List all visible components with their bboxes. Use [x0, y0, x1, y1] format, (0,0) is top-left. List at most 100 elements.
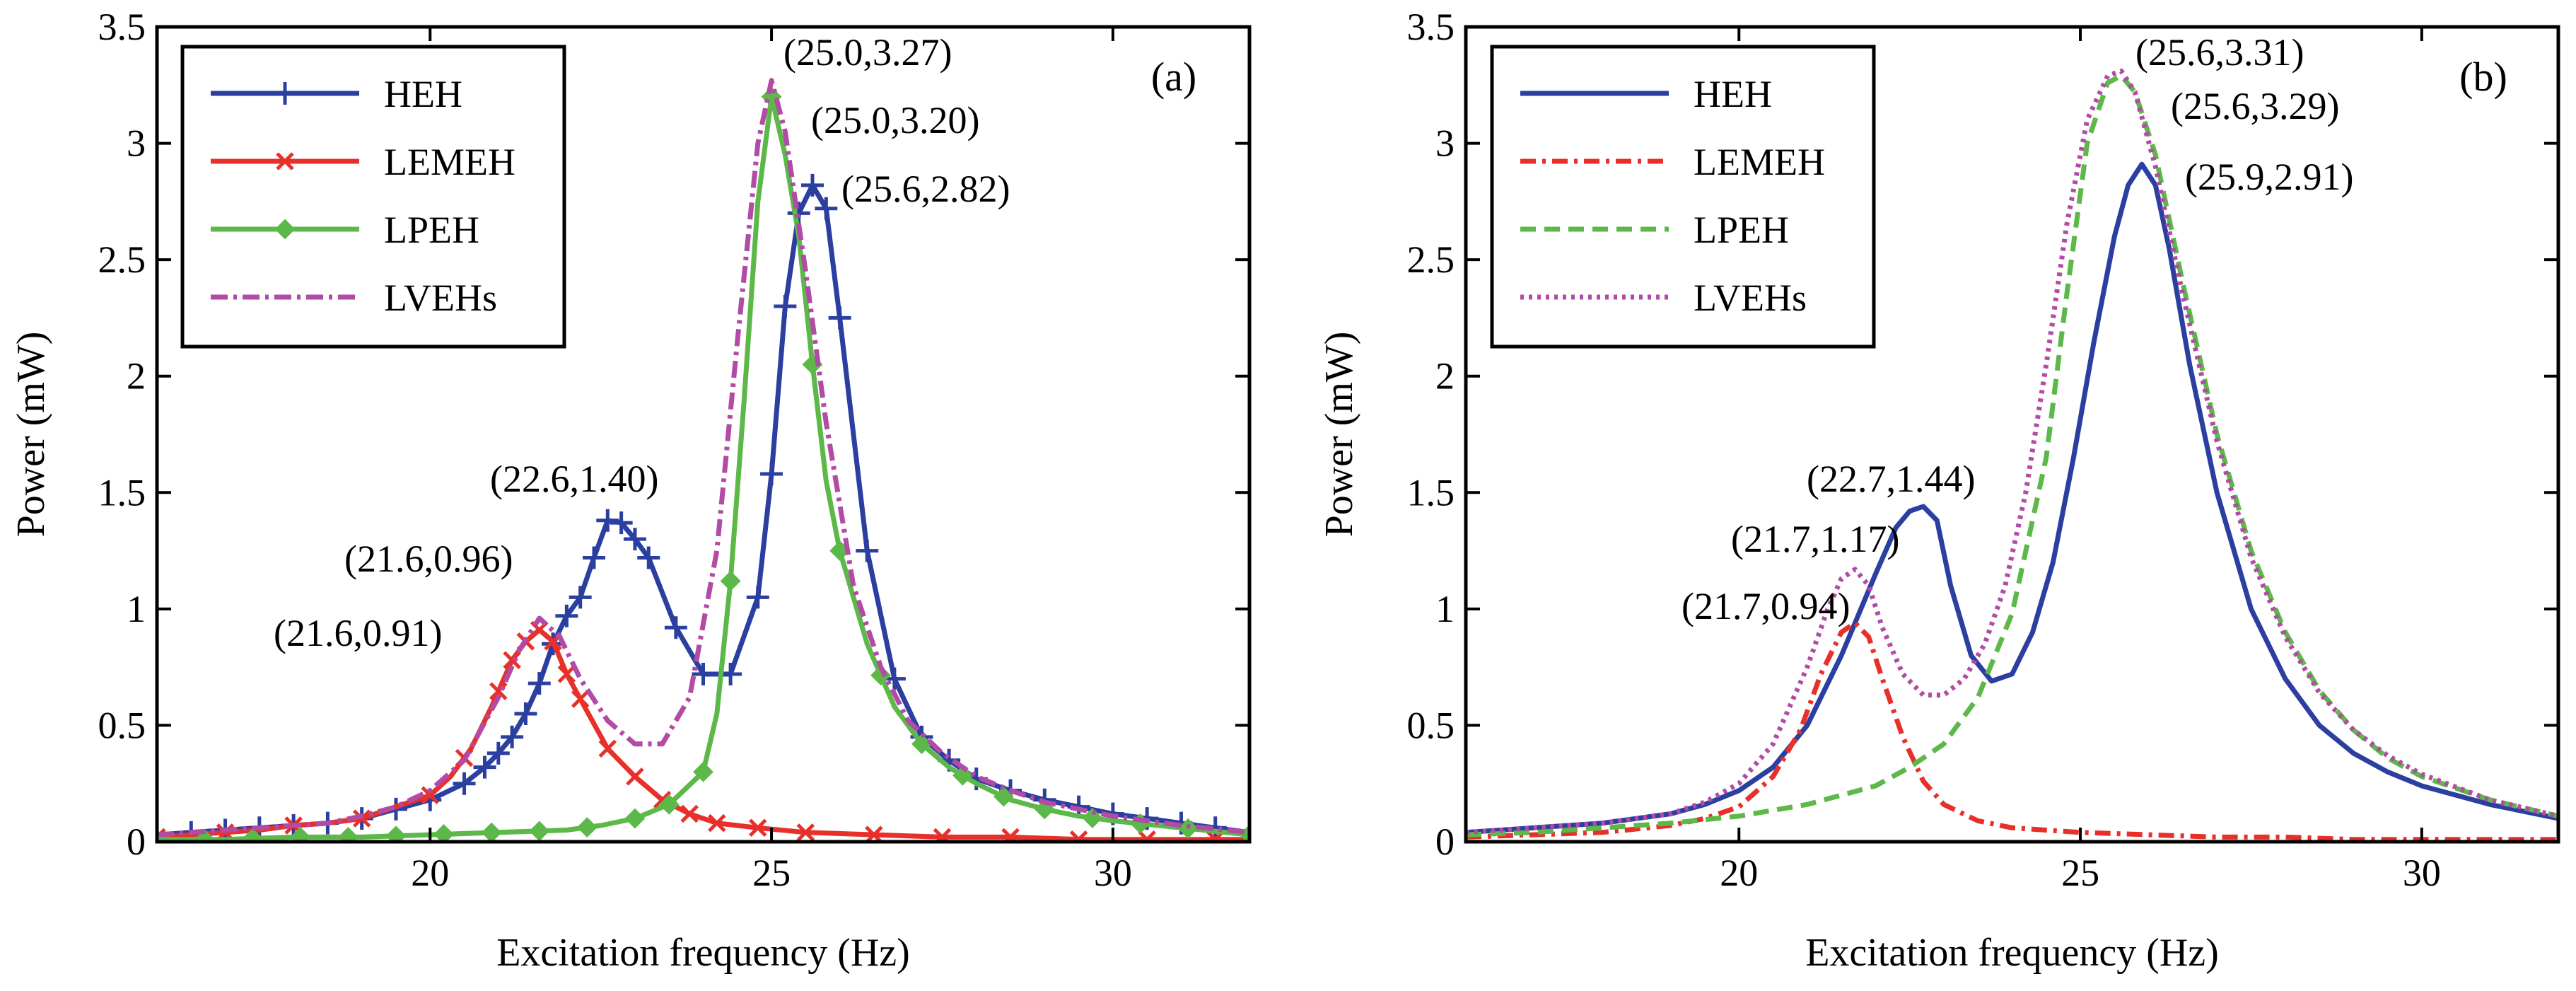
data-point-marker [194, 829, 216, 842]
data-point-marker [664, 616, 687, 639]
data-point-marker [692, 663, 715, 686]
data-point-marker [157, 828, 166, 842]
peak-annotation: (25.0,3.27) [783, 31, 952, 74]
legend-label-lpeh: LPEH [1694, 209, 1789, 251]
data-point-marker [501, 725, 524, 748]
peak-annotation: (21.7,0.94) [1682, 585, 1850, 627]
panel-label: (b) [2459, 54, 2507, 100]
data-point-marker [486, 741, 510, 765]
data-point-marker [337, 827, 359, 842]
peak-annotation: (25.6,3.31) [2135, 31, 2304, 74]
y-tick-label: 1.5 [1407, 471, 1455, 514]
data-point-marker [489, 682, 508, 700]
data-point-marker [528, 672, 551, 695]
y-tick-label: 0.5 [1407, 704, 1455, 746]
data-point-marker [626, 767, 644, 786]
x-tick-label: 25 [752, 852, 791, 894]
y-tick-label: 3.5 [1407, 6, 1455, 48]
y-tick-label: 0.5 [98, 704, 146, 746]
data-point-marker [624, 808, 646, 829]
y-tick-label: 0 [127, 821, 146, 863]
y-tick-label: 1.5 [98, 471, 146, 514]
data-point-marker [815, 197, 838, 220]
data-point-marker [481, 822, 502, 842]
data-point-marker [720, 570, 741, 591]
data-point-marker [746, 586, 769, 609]
data-point-marker [1138, 830, 1156, 842]
legend-marker [274, 82, 296, 105]
data-point-marker [952, 765, 973, 786]
data-point-marker [569, 586, 592, 609]
y-tick-label: 1 [1435, 588, 1455, 630]
x-axis-label: Excitation frequency (Hz) [496, 931, 910, 975]
data-point-marker [571, 690, 590, 708]
peak-annotation: (25.6,2.82) [841, 168, 1010, 210]
data-point-marker [514, 702, 537, 725]
peak-annotation: (25.0,3.20) [811, 99, 979, 141]
peak-annotation: (21.7,1.17) [1731, 518, 1899, 560]
legend: HEH LEMEH LPEH LVEHs [1490, 45, 1876, 349]
data-point-marker [433, 824, 454, 842]
data-point-marker [708, 813, 726, 833]
x-tick-label: 20 [1720, 852, 1758, 894]
x-tick-label: 25 [2061, 852, 2099, 894]
data-point-marker [865, 825, 883, 842]
data-point-marker [473, 755, 496, 779]
legend-label-heh: HEH [1694, 73, 1772, 115]
data-point-marker [1001, 828, 1020, 842]
data-point-marker [637, 546, 660, 569]
legend-marker [276, 152, 294, 170]
data-point-marker [658, 794, 680, 815]
series-line-lvehs [157, 78, 1249, 838]
series-line-lemeh [1466, 620, 2558, 842]
x-tick-label: 20 [411, 852, 449, 894]
plot-area [1466, 69, 2558, 842]
x-axis-label: Excitation frequency (Hz) [1805, 931, 2219, 975]
legend-label-heh: HEH [384, 73, 462, 115]
chart-panel-b: 20 25 30 0 0.5 1 1.5 2 2.5 3 3.5 Excitation frequen… [1317, 6, 2560, 975]
legend-label-lemeh: LEMEH [1694, 141, 1825, 183]
series-line-lemeh [157, 627, 1249, 842]
series-line-heh [1466, 161, 2558, 835]
y-tick-label: 2 [1435, 355, 1455, 398]
legend-label-lvehs: LVEHs [384, 277, 497, 319]
data-point-marker [1069, 830, 1088, 842]
data-point-marker [610, 511, 633, 535]
data-point-marker [529, 821, 550, 842]
markers-lemeh [157, 620, 1225, 842]
y-tick-label: 1 [127, 588, 146, 630]
data-point-marker [933, 828, 952, 842]
markers-lpeh [157, 86, 1249, 842]
y-tick-label: 3.5 [98, 6, 146, 48]
peak-annotation: (22.7,1.44) [1807, 458, 1975, 500]
y-tick-label: 2.5 [1407, 238, 1455, 281]
data-point-marker [796, 823, 815, 842]
data-point-marker [748, 818, 767, 838]
data-point-marker [453, 772, 476, 795]
data-point-marker [680, 804, 699, 823]
y-tick-label: 0 [1435, 821, 1455, 863]
series-line-lvehs [1466, 69, 2558, 835]
peak-annotation: (21.6,0.91) [274, 612, 442, 654]
data-point-marker [598, 739, 617, 758]
data-point-marker [555, 604, 578, 627]
peak-annotation: (25.6,3.29) [2171, 85, 2339, 127]
legend-label-lemeh: LEMEH [384, 141, 515, 183]
data-point-marker [911, 734, 932, 755]
data-point-marker [290, 827, 311, 842]
y-axis-label: Power (mW) [1317, 332, 1361, 538]
data-point-marker [1082, 808, 1103, 828]
data-point-marker [421, 786, 440, 804]
data-point-marker [787, 202, 810, 225]
y-tick-label: 2 [127, 355, 146, 398]
data-point-marker [576, 817, 598, 838]
data-point-marker [693, 761, 713, 782]
data-point-marker [596, 509, 619, 532]
data-point-marker [801, 173, 824, 197]
data-point-marker [385, 825, 407, 842]
data-point-marker [828, 306, 851, 330]
data-point-marker [242, 828, 263, 842]
legend-label-lvehs: LVEHs [1694, 277, 1807, 319]
